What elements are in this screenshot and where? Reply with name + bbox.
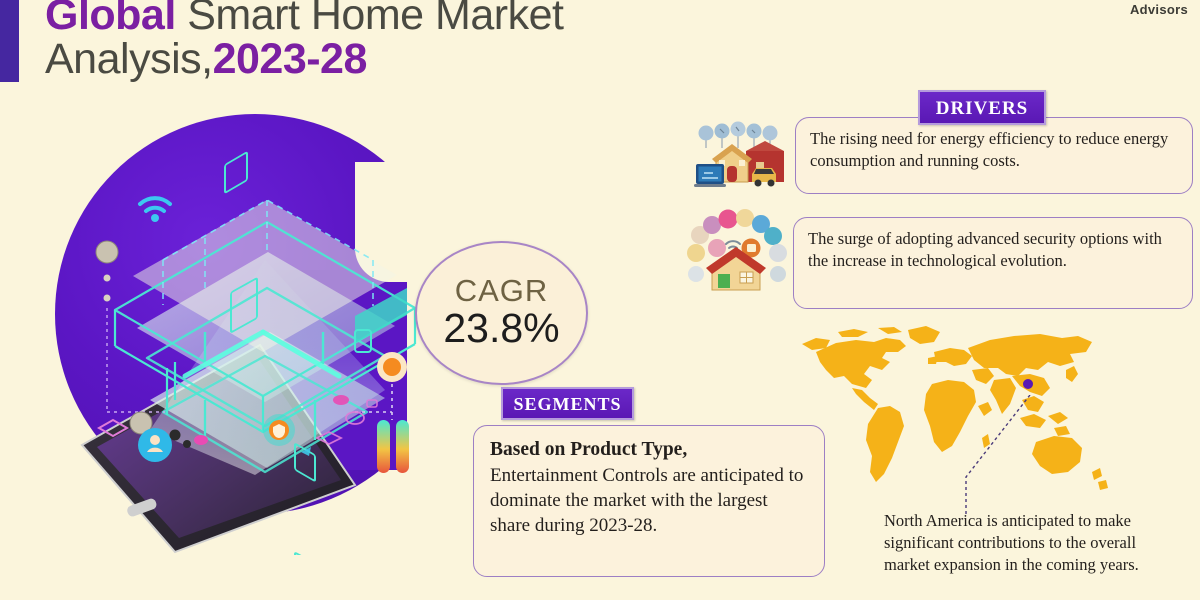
map-marker-dot: [1023, 379, 1033, 389]
house-icon: [706, 247, 766, 291]
segments-heading: Based on Product Type,: [490, 439, 688, 460]
decorative-glyphs: [301, 395, 378, 456]
smart-home-security-icons-icon: [687, 209, 787, 291]
thermometer-gauges-icon: [377, 420, 409, 473]
title-comma: ,: [201, 34, 213, 83]
map-note: North America is anticipated to make sig…: [884, 511, 1139, 574]
map-leader-line: [965, 395, 1031, 517]
security-shield-icon: [263, 414, 295, 446]
isometric-smart-house-icon: [80, 151, 417, 555]
segments-badge: SEGMENTS: [501, 387, 634, 420]
device-node-bottom-left: [96, 411, 208, 462]
drivers-badge: DRIVERS: [918, 90, 1046, 125]
connected-homes-devices-icon: [694, 121, 784, 187]
car-icon: [752, 168, 776, 187]
sensor-node-left: [95, 240, 165, 413]
cagr-badge: CAGR 23.8%: [415, 241, 588, 385]
segments-card: Based on Product Type, Entertainment Con…: [473, 425, 825, 577]
brand-label: Advisors: [1129, 2, 1188, 17]
wifi-icon: [138, 196, 172, 222]
world-map-icon: [802, 326, 1108, 490]
left-accent-bar: [0, 0, 19, 82]
title-line-2: Analysis,2023-28: [45, 34, 685, 83]
title-years: 2023-28: [212, 34, 368, 83]
cagr-value: 23.8%: [443, 305, 560, 352]
smart-home-illustration: CAGR 23.8%: [55, 100, 588, 555]
segments-body: Entertainment Controls are anticipated t…: [490, 464, 804, 537]
cagr-label: CAGR: [454, 273, 549, 309]
temperature-sensor-icon: [355, 352, 407, 420]
title-subject: Smart Home Market: [175, 0, 564, 39]
title-global: Global: [45, 0, 176, 39]
driver-card-security: The surge of adopting advanced security …: [793, 217, 1193, 309]
world-map: [782, 322, 1122, 507]
title-line-1: Global Smart Home Market: [45, 0, 685, 38]
page-title: Global Smart Home Market Analysis,2023-2…: [45, 0, 685, 82]
driver-card-energy-efficiency: The rising need for energy efficiency to…: [795, 117, 1193, 194]
title-analysis: Analysis: [45, 34, 202, 83]
